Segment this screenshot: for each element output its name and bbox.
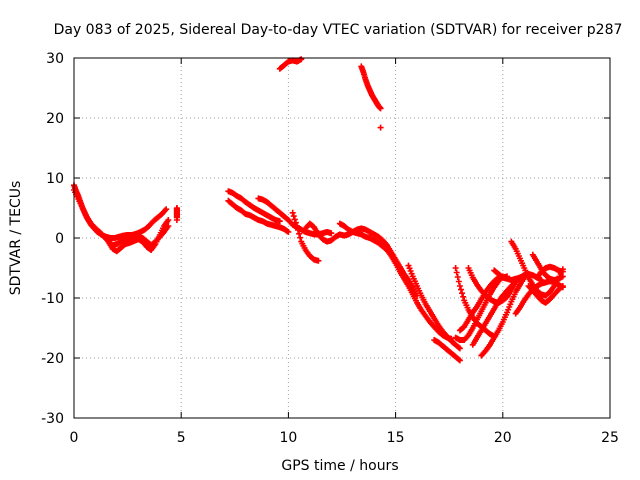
data-point bbox=[298, 56, 305, 63]
data-point bbox=[296, 230, 303, 237]
data-point bbox=[285, 229, 292, 235]
series-trace-14 bbox=[405, 262, 463, 352]
data-point bbox=[291, 216, 298, 223]
data-point bbox=[455, 344, 462, 351]
y-axis-label: SDTVAR / TECUs bbox=[8, 181, 24, 296]
series-trace-5 bbox=[225, 188, 283, 225]
x-tick-label: 5 bbox=[177, 430, 186, 446]
series-trace-13 bbox=[377, 124, 384, 131]
series-trace-8 bbox=[276, 56, 305, 72]
data-point bbox=[293, 223, 300, 229]
data-point bbox=[460, 293, 467, 300]
series-trace-3 bbox=[105, 217, 172, 255]
data-point bbox=[295, 226, 302, 233]
data-point bbox=[289, 209, 296, 216]
series-trace-21 bbox=[478, 274, 528, 359]
data-point bbox=[454, 274, 461, 280]
chart-title: Day 083 of 2025, Sidereal Day-to-day VTE… bbox=[54, 22, 623, 38]
data-point bbox=[315, 257, 322, 264]
data-points bbox=[71, 56, 566, 364]
data-point bbox=[163, 206, 170, 213]
data-point bbox=[453, 269, 460, 276]
data-point bbox=[328, 230, 335, 237]
series-trace-1 bbox=[71, 182, 170, 241]
y-tick-label: 0 bbox=[55, 231, 64, 247]
y-tick-label: -20 bbox=[41, 351, 64, 367]
series-trace-27 bbox=[534, 263, 566, 281]
series-trace-22 bbox=[491, 267, 532, 283]
data-point bbox=[297, 234, 304, 241]
x-tick-label: 25 bbox=[601, 430, 619, 446]
series-trace-9 bbox=[289, 209, 322, 264]
axis-ticks: 0 5 10 15 20 25 -30 -20 -10 0 10 20 30 bbox=[41, 51, 619, 446]
data-point bbox=[173, 217, 180, 223]
data-point bbox=[276, 218, 283, 225]
data-point bbox=[292, 219, 299, 226]
data-point bbox=[456, 345, 463, 352]
data-point bbox=[456, 357, 463, 364]
data-point bbox=[559, 268, 566, 275]
data-point bbox=[452, 265, 459, 271]
series-trace-4 bbox=[173, 205, 180, 223]
data-point bbox=[455, 278, 462, 285]
data-point bbox=[377, 124, 384, 131]
y-tick-label: -30 bbox=[41, 411, 64, 427]
y-tick-label: 10 bbox=[46, 171, 64, 187]
x-tick-label: 10 bbox=[279, 430, 297, 446]
y-tick-label: -10 bbox=[41, 291, 64, 307]
series-trace-12 bbox=[358, 63, 384, 112]
data-point bbox=[559, 284, 566, 291]
data-point bbox=[455, 356, 462, 363]
x-tick-label: 20 bbox=[494, 430, 512, 446]
y-tick-label: 30 bbox=[46, 51, 64, 67]
x-axis-label: GPS time / hours bbox=[281, 458, 398, 474]
data-point bbox=[456, 283, 463, 289]
data-point bbox=[457, 286, 464, 293]
plot-frame bbox=[73, 57, 611, 419]
x-tick-label: 0 bbox=[70, 430, 79, 446]
data-point bbox=[459, 290, 466, 297]
x-tick-label: 15 bbox=[387, 430, 405, 446]
data-point bbox=[377, 105, 384, 112]
series-trace-26 bbox=[512, 278, 566, 317]
series-trace-15 bbox=[431, 337, 463, 364]
series-trace-6 bbox=[225, 197, 292, 235]
data-point bbox=[165, 217, 172, 223]
y-tick-label: 20 bbox=[46, 111, 64, 127]
data-point bbox=[290, 213, 297, 220]
